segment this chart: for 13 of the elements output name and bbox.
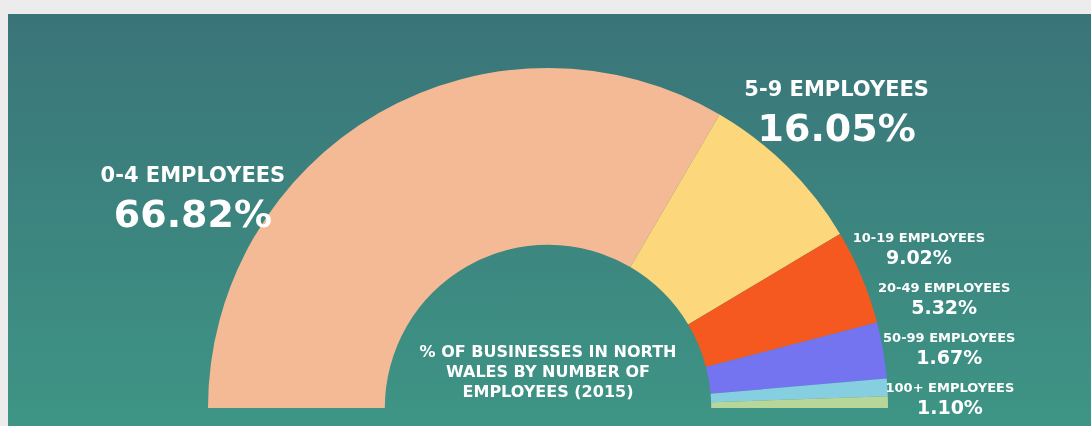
slice-label: 5-9 EMPLOYEES [744,77,929,102]
data-label: 1.10% [916,395,983,418]
data-label: 1.67% [916,345,983,368]
slice-label: 0-4 EMPLOYEES [100,163,286,188]
data-label: 66.82% [113,191,273,236]
data-label: 9.02% [885,245,952,268]
slice-label: 20-49 EMPLOYEES [877,280,1011,296]
text: % OF BUSINESSES IN NORTH WALES BY NUMBER OF EMPLOYEES (2015) [419,342,677,402]
data-label: 16.05% [757,105,916,150]
slice-label: 10-19 EMPLOYEES [852,230,986,246]
slice-label: 50-99 EMPLOYEES [883,330,1016,346]
data-label: 5.32% [911,295,978,318]
slice-label: 100+ EMPLOYEES [885,380,1015,396]
